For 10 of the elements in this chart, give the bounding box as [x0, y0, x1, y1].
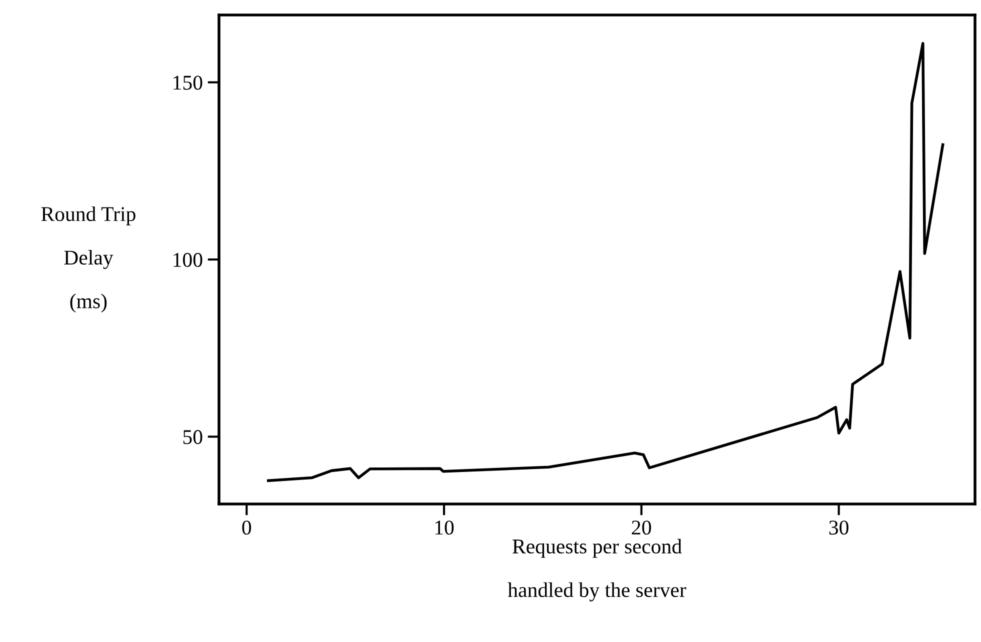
x-tick-label: 10 — [435, 520, 454, 535]
line-series — [266, 42, 944, 482]
y-tick-label: 100 — [174, 252, 202, 267]
x-axis-title: Requests per second handled by the server — [508, 538, 686, 602]
y-axis-title: Round Trip Delay (ms) — [41, 206, 136, 313]
y-tick-label: 150 — [174, 76, 202, 90]
x-tick-label: 0 — [242, 520, 252, 535]
y-tick-label: 50 — [183, 430, 202, 444]
x-tick-label: 30 — [829, 520, 848, 535]
x-tick-label: 20 — [632, 520, 652, 535]
